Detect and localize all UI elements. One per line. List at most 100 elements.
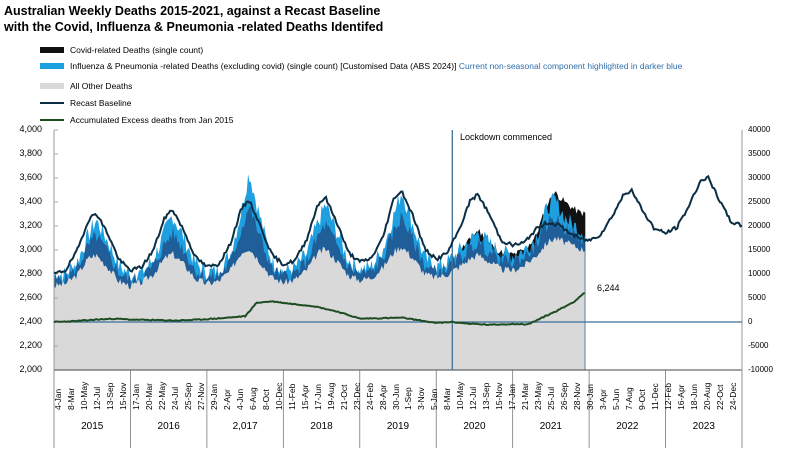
x-tick-label: 30-Jan [585,384,596,410]
excess-end-label: 6,244 [597,283,620,293]
year-label: 2021 [539,421,562,432]
x-tick-label: 17-Jan [130,384,141,410]
x-tick-label: 12-Feb [663,383,674,410]
x-tick-label: 28-Nov [572,382,583,410]
y2-tick-label: 25000 [748,197,771,206]
excess-deaths-line [53,291,586,327]
legend-label-baseline: Recast Baseline [70,98,132,108]
x-tick-label: 17-Jun [312,384,323,410]
x-tick-label: 22-Oct [715,384,726,410]
x-tick-label: 11-Feb [286,383,297,410]
x-tick-label: 22-May [156,381,167,410]
y2-tick-label: -10000 [748,365,773,374]
x-tick-label: 26-Sep [559,382,570,410]
year-label: 2,017 [232,421,258,432]
x-tick-label: 17-Jan [507,384,518,410]
year-label: 2016 [157,421,180,432]
y-tick-label: 2,600 [19,292,42,302]
legend-swatch-excess [40,119,64,121]
x-tick-label: 30-Jun [390,384,401,410]
legend-label-flu-highlight: Current non-seasonal component highlight… [458,61,683,71]
legend-label-excess: Accumulated Excess deaths from Jan 2015 [70,115,234,125]
x-tick-label: 25-Sep [182,382,193,410]
x-tick-label: 24-Jul [169,386,180,410]
chart-title-line1: Australian Weekly Deaths 2015-2021, agai… [4,4,381,18]
legend-label-other: All Other Deaths [70,81,133,91]
year-label: 2015 [81,421,104,432]
x-tick-label: 7-Aug [624,387,635,410]
y-tick-label: 2,400 [19,316,42,326]
year-label: 2022 [616,421,639,432]
x-tick-label: 15-Apr [299,384,310,410]
x-tick-label: 27-Nov [195,382,206,410]
x-tick-label: 9-Oct [637,389,648,410]
x-tick-label: 4-Jan [53,388,63,410]
x-tick-label: 21-Oct [338,384,349,410]
x-tick-label: 28-Apr [377,384,388,410]
y2-tick-label: -5000 [748,341,769,350]
x-tick-label: 5-Jan [429,388,440,410]
x-tick-label: 16-Apr [676,384,687,410]
x-tick-label: 13-Sep [481,382,492,410]
year-label: 2019 [386,421,410,432]
year-label: 2020 [463,421,486,432]
y2-tick-label: 5000 [748,293,766,302]
year-label: 2023 [692,421,715,432]
lockdown-annotation: Lockdown commenced [460,132,553,142]
x-tick-label: 15-Nov [117,382,128,410]
legend-swatch-baseline [40,102,64,104]
x-tick-label: 1-Sep [403,387,414,410]
x-tick-label: 20-Aug [702,382,713,410]
x-tick-label: 10-Dec [273,382,284,410]
y-tick-label: 2,000 [19,364,42,374]
x-tick-label: 2-Apr [221,389,232,410]
x-tick-label: 23-Dec [351,382,362,410]
y2-tick-label: 40000 [748,125,771,134]
x-tick-label: 3-Apr [598,389,609,410]
x-tick-label: 8-Mar [442,387,453,410]
y-tick-label: 2,200 [19,340,42,350]
y-tick-label: 3,400 [19,196,42,206]
x-tick-label: 10-May [455,381,466,410]
legend-swatch-flu [40,63,64,69]
y2-tick-label: 0 [748,317,753,326]
x-tick-label: 4-Jun [234,388,245,410]
x-tick-label: 25-Jul [546,386,557,410]
chart-title-line2: with the Covid, Influenza & Pneumonia -r… [4,20,384,34]
x-tick-label: 13-Sep [104,382,115,410]
legend-swatch-covid [40,47,64,53]
y-tick-label: 3,000 [19,244,42,254]
x-tick-label: 18-Jun [689,384,700,410]
legend-label-flu: Influenza & Pneumonia -related Deaths (e… [70,61,457,71]
x-tick-label: 3-Nov [416,387,427,410]
x-tick-label: 29-Jan [208,384,219,410]
year-label: 2018 [310,421,333,432]
legend-swatch-other [40,83,64,89]
x-tick-label: 21-Mar [520,383,531,410]
y-tick-label: 3,800 [19,148,42,158]
x-tick-label: 12-Jul [91,386,102,410]
recast-baseline-line [53,174,743,275]
x-tick-label: 11-Dec [650,383,661,410]
x-tick-label: 20-Mar [143,383,154,410]
x-tick-label: 19-Aug [325,382,336,410]
x-tick-label: 23-May [533,381,544,410]
x-tick-label: 24-Dec [728,382,739,410]
x-tick-label: 6-Aug [247,387,258,410]
y-tick-label: 3,200 [19,220,42,230]
y-tick-label: 2,800 [19,268,42,278]
y2-tick-label: 35000 [748,149,771,158]
y-tick-label: 4,000 [19,124,42,134]
x-tick-label: 24-Feb [364,383,375,410]
x-tick-label: 15-Nov [494,382,505,410]
x-tick-label: 5-Jun [611,388,622,410]
y2-tick-label: 20000 [748,221,771,230]
x-tick-label: 8-Mar [65,387,76,410]
x-tick-label: 10-May [78,381,89,410]
y2-tick-label: 15000 [748,245,771,254]
y-tick-label: 3,600 [19,172,42,182]
y2-tick-label: 10000 [748,269,771,278]
y2-tick-label: 30000 [748,173,771,182]
legend-label-covid: Covid-related Deaths (single count) [70,45,204,55]
